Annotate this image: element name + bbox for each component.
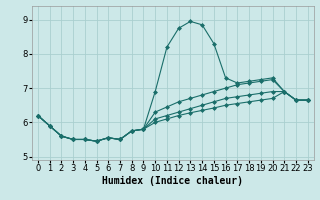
X-axis label: Humidex (Indice chaleur): Humidex (Indice chaleur) xyxy=(102,176,243,186)
